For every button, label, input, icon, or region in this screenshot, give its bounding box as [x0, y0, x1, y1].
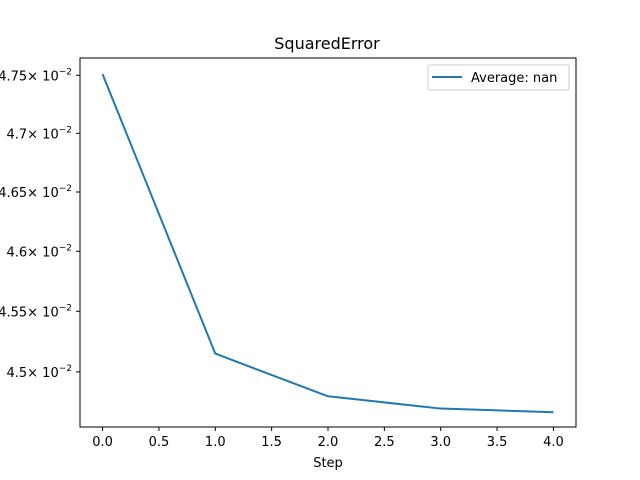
x-tick-label: 1.5	[261, 435, 282, 450]
y-tick-label: 4.55× 10−2	[0, 303, 72, 320]
x-axis-label: Step	[313, 456, 343, 471]
series-line	[101, 73, 554, 414]
y-tick-label: 4.5× 10−2	[6, 364, 72, 381]
y-axis: 4.75× 10−2 4.7× 10−2 4.65× 10−2 4.6× 10−2 4.…	[0, 67, 80, 381]
x-tick-label: 0.5	[149, 435, 170, 450]
series-layer	[101, 73, 554, 414]
x-tick-label: 0.0	[92, 435, 113, 450]
y-tick-label: 4.6× 10−2	[6, 243, 72, 260]
plot-frame	[79, 57, 577, 428]
plot-area	[79, 57, 577, 428]
x-tick-label: 3.0	[430, 435, 451, 450]
x-tick-label: 2.0	[318, 435, 339, 450]
y-tick-label: 4.7× 10−2	[6, 125, 72, 142]
y-tick-label: 4.65× 10−2	[0, 184, 72, 201]
legend-label: Average: nan	[471, 71, 557, 86]
x-tick-label: 3.5	[487, 435, 508, 450]
legend-frame	[427, 64, 570, 91]
chart-title: SquaredError	[274, 34, 380, 53]
legend: Average: nan	[427, 64, 570, 91]
x-tick-label: 4.0	[543, 435, 564, 450]
y-tick-label: 4.75× 10−2	[0, 67, 72, 84]
x-tick-label: 1.0	[205, 435, 226, 450]
x-tick-label: 2.5	[374, 435, 395, 450]
x-axis: 0.0 0.5 1.0 1.5 2.0 2.5 3.0 3.5 4.0	[92, 427, 564, 450]
